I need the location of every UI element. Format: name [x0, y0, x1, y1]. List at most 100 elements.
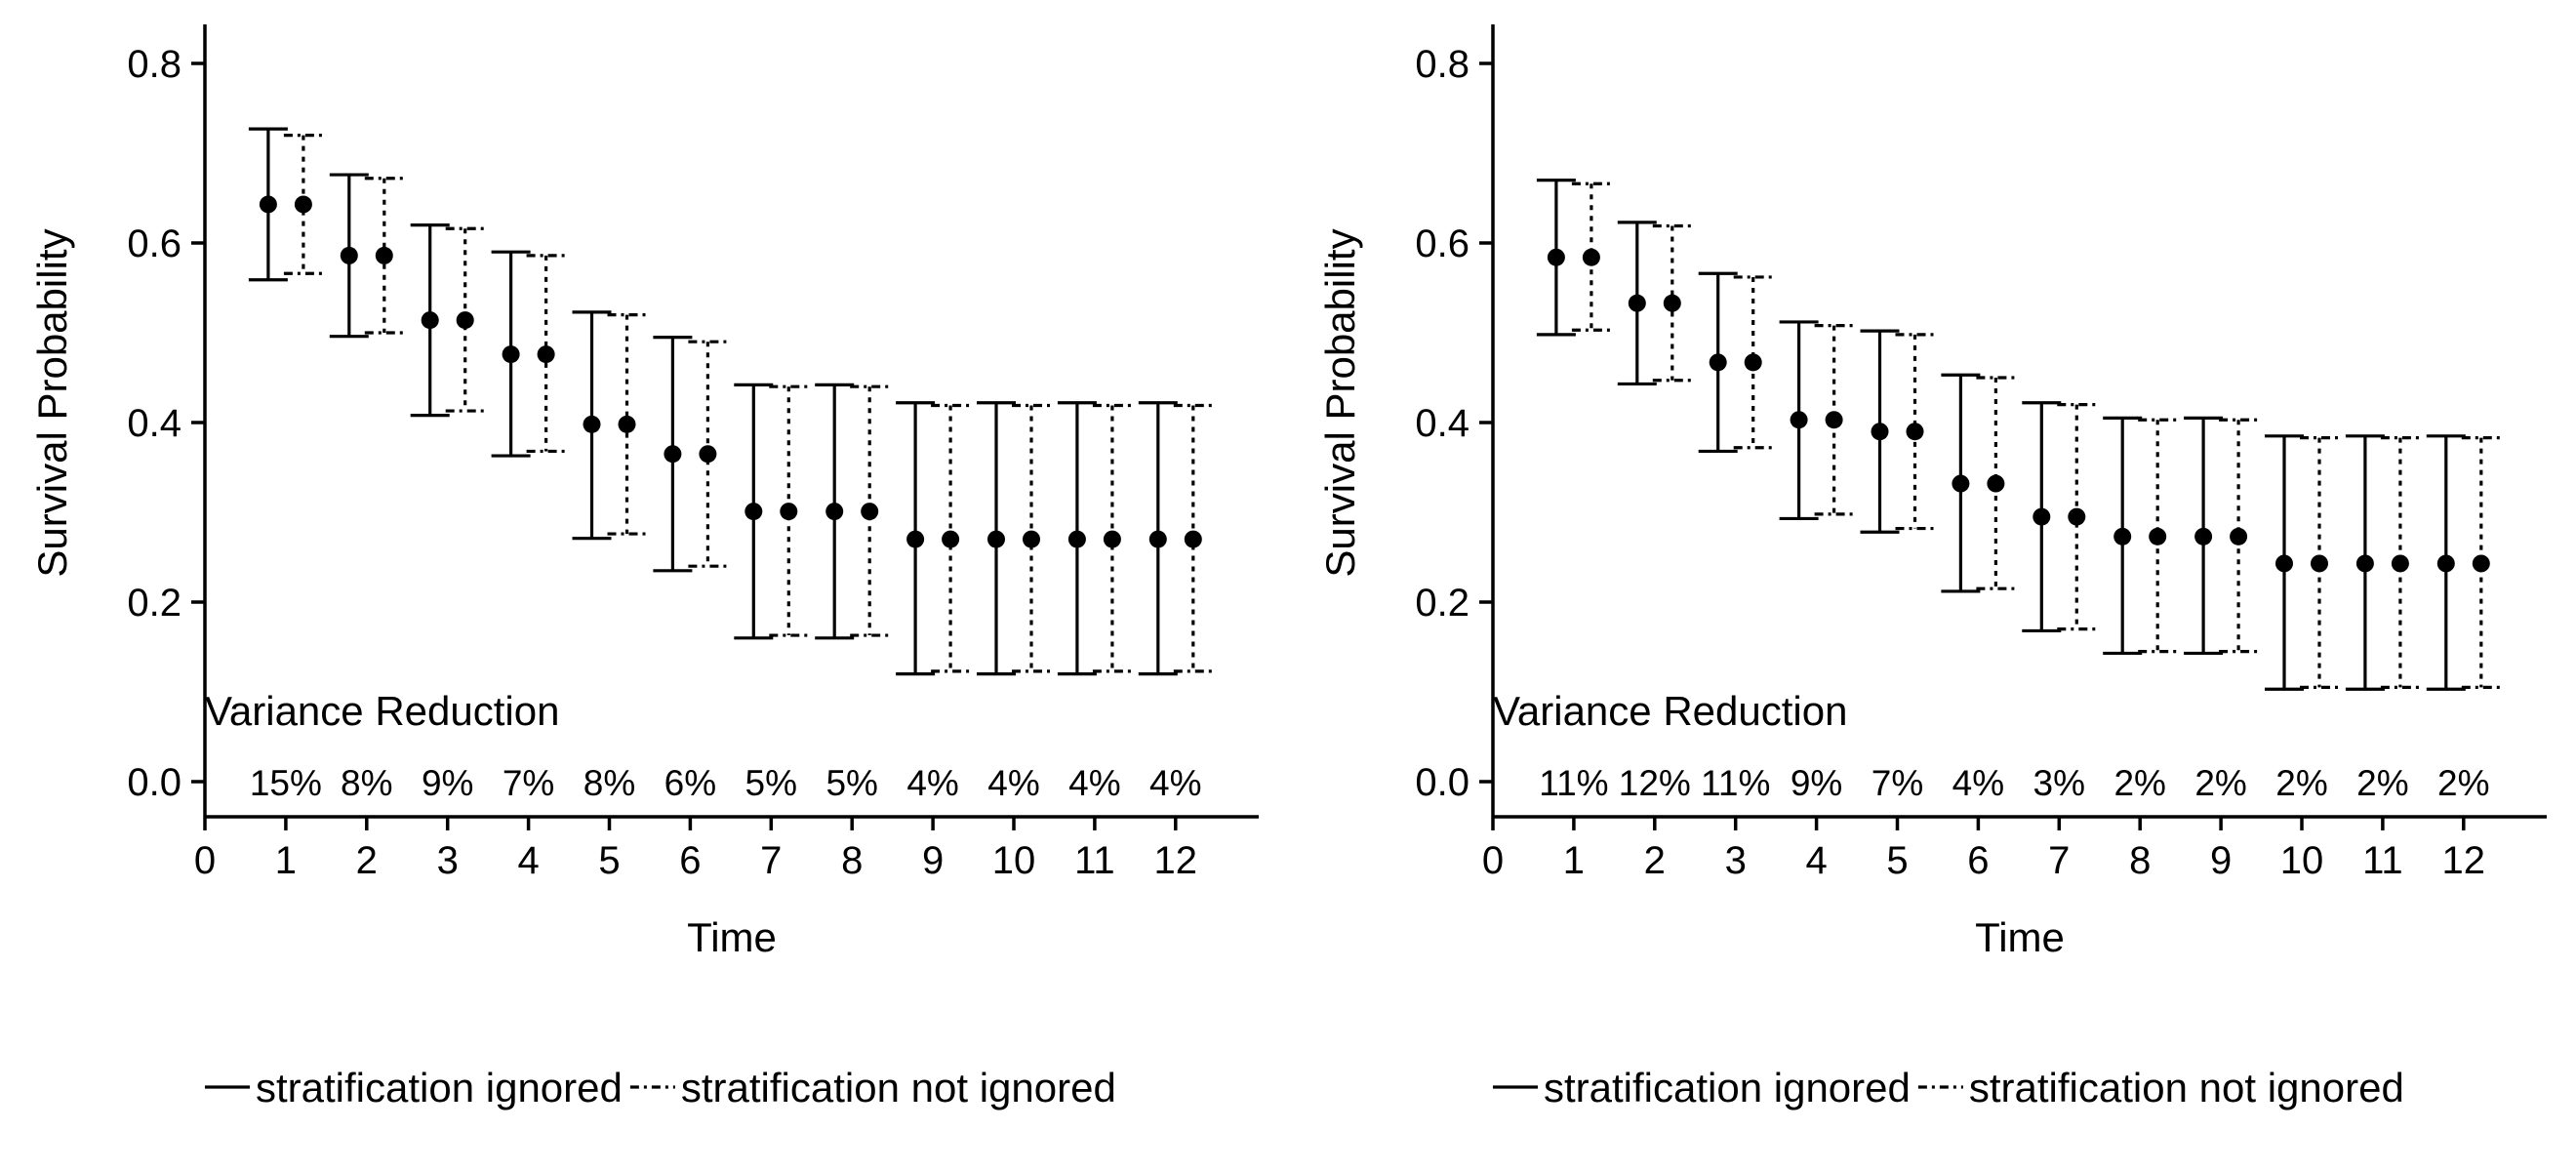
- y-axis-title: Survival Probability: [29, 228, 75, 577]
- estimate-point: [456, 311, 474, 330]
- estimate-point: [1023, 530, 1040, 548]
- estimate-point: [745, 503, 763, 521]
- x-tick-label: 12: [1154, 839, 1198, 882]
- x-tick-label: 10: [992, 839, 1036, 882]
- x-tick-label: 1: [1563, 839, 1585, 882]
- y-tick-label: 0.0: [1415, 761, 1469, 804]
- variance-reduction-label: 9%: [1791, 763, 1842, 803]
- estimate-point: [2068, 507, 2086, 526]
- x-tick-label: 8: [841, 839, 863, 882]
- variance-reduction-label: 2%: [2437, 763, 2489, 803]
- variance-reduction-label: 4%: [1952, 763, 2004, 803]
- estimate-point: [1103, 530, 1121, 548]
- estimate-point: [502, 345, 520, 364]
- estimate-point: [1906, 423, 1924, 441]
- x-tick-label: 1: [275, 839, 297, 882]
- x-tick-label: 6: [1967, 839, 1989, 882]
- variance-reduction-label: 2%: [2275, 763, 2327, 803]
- x-tick-label: 2: [356, 839, 378, 882]
- x-tick-label: 6: [679, 839, 701, 882]
- estimate-point: [2033, 507, 2051, 526]
- estimate-point: [1952, 474, 1970, 493]
- estimate-point: [1790, 411, 1808, 429]
- y-axis-title: Survival Probability: [1317, 228, 1363, 577]
- estimate-point: [583, 415, 601, 433]
- x-tick-label: 11: [2362, 839, 2403, 882]
- x-tick-label: 11: [1074, 839, 1115, 882]
- estimate-point: [2230, 527, 2248, 545]
- variance-reduction-label: 5%: [825, 763, 877, 803]
- estimate-point: [987, 530, 1005, 548]
- x-tick-label: 10: [2280, 839, 2324, 882]
- chart-panel-left: 0.00.20.40.60.80 1 2 3 4 5 6 7 8 9 10 11 12TimeSurvi…: [29, 24, 1259, 1110]
- variance-reduction-label: 11%: [1701, 763, 1770, 803]
- variance-reduction-label: 8%: [341, 763, 392, 803]
- x-tick-label: 5: [1886, 839, 1908, 882]
- legend-label-ignored: stratification ignored: [1544, 1065, 1911, 1110]
- x-tick-label: 5: [598, 839, 620, 882]
- variance-reduction-label: 7%: [503, 763, 554, 803]
- variance-reduction-label: 4%: [1149, 763, 1201, 803]
- estimate-point: [825, 503, 844, 521]
- legend-label-not-ignored: stratification not ignored: [681, 1065, 1116, 1110]
- y-tick-label: 0.0: [127, 761, 181, 804]
- x-tick-label: 2: [1644, 839, 1666, 882]
- estimate-point: [1825, 411, 1843, 429]
- x-tick-label: 7: [760, 839, 782, 882]
- variance-reduction-label: 9%: [422, 763, 473, 803]
- estimate-point: [421, 311, 439, 330]
- estimate-point: [2391, 554, 2409, 573]
- estimate-point: [294, 195, 312, 214]
- estimate-point: [1663, 294, 1681, 312]
- variance-reduction-title: Variance Reduction: [1493, 688, 1847, 734]
- estimate-point: [2149, 527, 2167, 545]
- estimate-point: [2355, 554, 2374, 573]
- estimate-point: [1987, 474, 2005, 493]
- legend: stratification ignored stratification not…: [205, 1065, 1116, 1110]
- estimate-point: [699, 445, 717, 464]
- x-axis-title: Time: [1975, 914, 2065, 960]
- variance-reduction-label: 3%: [2033, 763, 2085, 803]
- y-tick-label: 0.6: [1415, 222, 1469, 265]
- estimate-point: [2275, 554, 2293, 573]
- y-tick-label: 0.6: [127, 222, 181, 265]
- estimate-point: [1709, 353, 1727, 372]
- x-axis-title: Time: [687, 914, 777, 960]
- x-tick-label: 8: [2129, 839, 2151, 882]
- estimate-point: [2472, 554, 2490, 573]
- legend: stratification ignored stratification not…: [1493, 1065, 2404, 1110]
- estimate-point: [1628, 294, 1646, 312]
- x-tick-label: 7: [2048, 839, 2070, 882]
- x-tick-label: 4: [1805, 839, 1827, 882]
- variance-reduction-label: 4%: [1068, 763, 1120, 803]
- estimate-point: [780, 503, 798, 521]
- estimate-point: [1067, 530, 1086, 548]
- variance-reduction-label: 7%: [1872, 763, 1923, 803]
- estimate-point: [1148, 530, 1167, 548]
- estimate-point: [2113, 527, 2132, 545]
- x-tick-label: 12: [2442, 839, 2486, 882]
- estimate-point: [1547, 248, 1565, 266]
- estimate-point: [1871, 423, 1889, 441]
- y-tick-label: 0.2: [1415, 582, 1469, 625]
- chart-panel-right: 0.00.20.40.60.80 1 2 3 4 5 6 7 8 9 10 11 12TimeSurvi…: [1317, 24, 2547, 1110]
- estimate-point: [537, 345, 555, 364]
- x-tick-label: 0: [194, 839, 216, 882]
- x-tick-label: 9: [2210, 839, 2232, 882]
- estimate-point: [861, 503, 879, 521]
- x-tick-label: 3: [1725, 839, 1747, 882]
- variance-reduction-title: Variance Reduction: [205, 688, 559, 734]
- variance-reduction-label: 11%: [1539, 763, 1608, 803]
- x-tick-label: 9: [922, 839, 944, 882]
- variance-reduction-label: 12%: [1619, 763, 1691, 803]
- estimate-point: [618, 415, 636, 433]
- estimate-point: [942, 530, 960, 548]
- legend-label-ignored: stratification ignored: [256, 1065, 623, 1110]
- estimate-point: [2436, 554, 2455, 573]
- estimate-point: [340, 246, 358, 264]
- x-tick-label: 4: [517, 839, 539, 882]
- x-tick-label: 0: [1482, 839, 1504, 882]
- estimate-point: [2194, 527, 2213, 545]
- variance-reduction-label: 15%: [250, 763, 322, 803]
